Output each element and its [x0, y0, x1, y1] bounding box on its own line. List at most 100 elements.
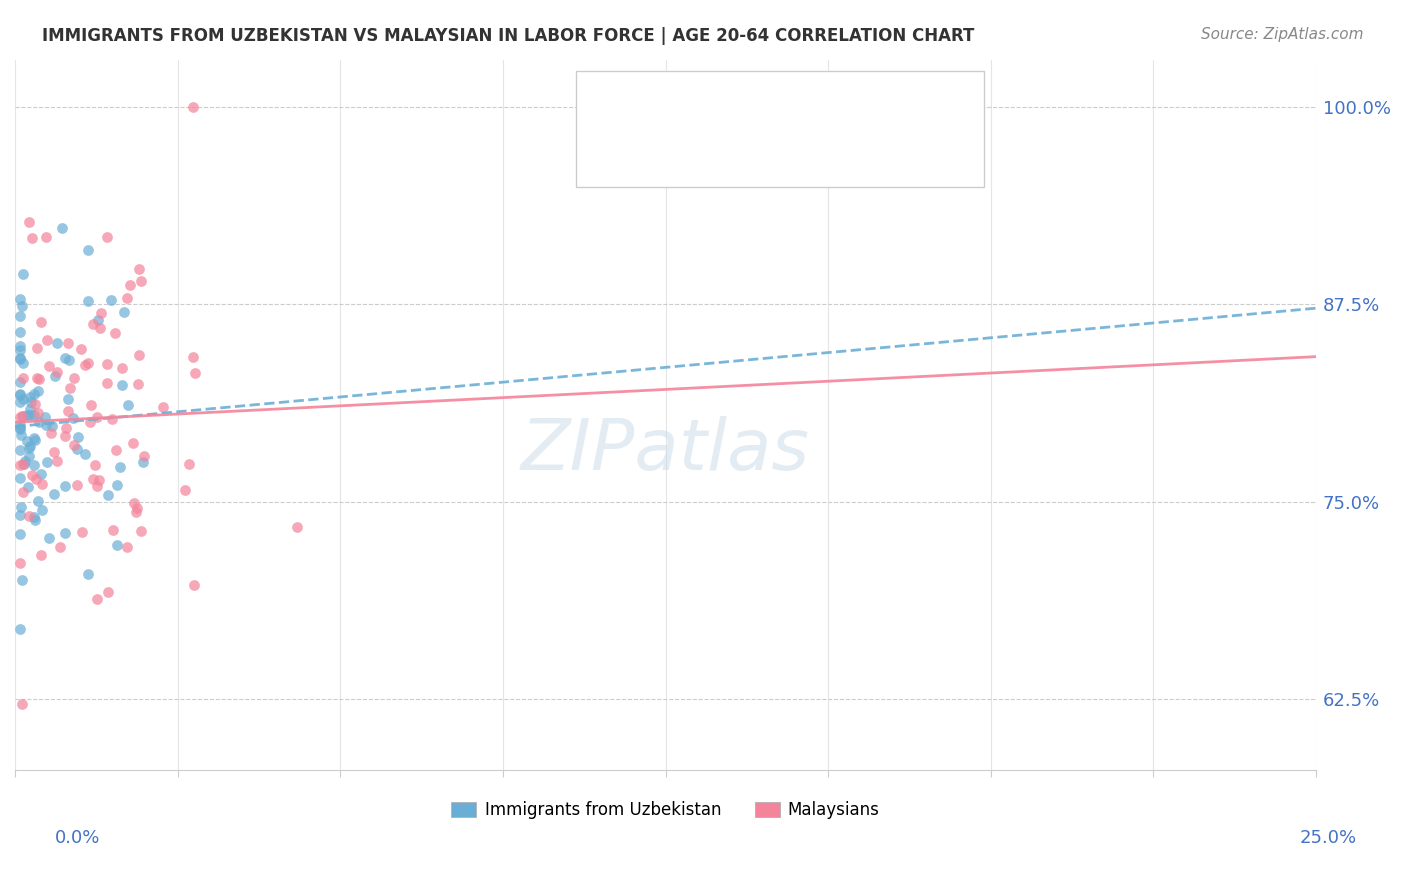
Point	[18, 408, 41, 422]
Point	[76, 356, 98, 370]
Point	[127, 377, 149, 392]
Point	[8, 375, 31, 389]
Point	[183, 578, 205, 592]
Point	[104, 326, 127, 340]
Point	[53, 479, 76, 493]
Point	[24, 397, 46, 411]
Point	[30, 315, 52, 329]
Point	[15, 409, 38, 423]
Point	[66, 430, 89, 444]
Point	[101, 523, 124, 537]
Point	[129, 274, 152, 288]
Point	[39, 425, 62, 440]
Point	[8, 442, 31, 457]
Point	[49, 541, 72, 555]
Point	[8, 339, 31, 353]
Text: 25.0%: 25.0%	[1301, 829, 1357, 847]
Point	[62, 411, 84, 425]
Point	[28, 372, 51, 386]
Point	[25, 472, 48, 486]
Point	[84, 458, 107, 472]
Point	[11, 573, 34, 587]
Point	[35, 417, 58, 432]
Point	[35, 455, 58, 469]
Point	[128, 348, 150, 362]
Point	[17, 479, 39, 493]
Point	[24, 408, 46, 422]
Point	[105, 477, 128, 491]
Point	[285, 520, 308, 534]
Point	[38, 359, 60, 373]
Point	[8, 343, 31, 358]
Point	[45, 365, 67, 379]
Text: IMMIGRANTS FROM UZBEKISTAN VS MALAYSIAN IN LABOR FORCE | AGE 20-64 CORRELATION C: IMMIGRANTS FROM UZBEKISTAN VS MALAYSIAN …	[42, 27, 974, 45]
Text: R = -0.019   N = 82: R = -0.019 N = 82	[650, 94, 813, 112]
Point	[86, 479, 108, 493]
Point	[13, 457, 35, 471]
Point	[53, 429, 76, 443]
Point	[55, 421, 77, 435]
Point	[8, 471, 31, 485]
Point	[11, 299, 34, 313]
Legend: Immigrants from Uzbekistan, Malaysians: Immigrants from Uzbekistan, Malaysians	[444, 794, 886, 826]
Point	[118, 277, 141, 292]
Point	[129, 524, 152, 538]
Point	[79, 415, 101, 429]
Point	[125, 505, 148, 519]
Point	[96, 376, 118, 390]
Text: ZIPatlas: ZIPatlas	[522, 416, 810, 485]
Point	[22, 458, 45, 472]
Point	[62, 437, 84, 451]
Point	[75, 447, 97, 461]
Point	[177, 457, 200, 471]
Point	[8, 387, 31, 401]
Point	[77, 294, 100, 309]
Point	[11, 697, 34, 711]
Point	[22, 431, 45, 445]
Point	[111, 378, 134, 392]
Point	[22, 387, 45, 401]
Point	[115, 291, 138, 305]
Point	[18, 449, 41, 463]
Point	[184, 366, 207, 380]
Point	[132, 455, 155, 469]
Text: Source: ZipAtlas.com: Source: ZipAtlas.com	[1201, 27, 1364, 42]
Point	[51, 221, 73, 235]
Point	[97, 488, 120, 502]
Point	[80, 398, 103, 412]
Point	[8, 387, 31, 401]
Point	[174, 483, 197, 497]
Point	[38, 531, 60, 545]
Point	[117, 398, 139, 412]
Point	[89, 321, 111, 335]
Point	[96, 357, 118, 371]
Point	[70, 525, 93, 540]
Point	[53, 526, 76, 541]
Point	[100, 293, 122, 308]
Point	[58, 353, 80, 368]
Point	[20, 401, 42, 416]
Point	[105, 443, 128, 458]
Point	[41, 418, 63, 433]
Point	[132, 449, 155, 463]
Point	[8, 326, 31, 340]
Point	[69, 342, 91, 356]
Point	[24, 513, 46, 527]
Point	[14, 453, 37, 467]
Point	[63, 371, 86, 385]
Point	[66, 477, 89, 491]
Point	[13, 457, 35, 471]
Point	[87, 473, 110, 487]
Point	[42, 487, 65, 501]
Point	[8, 351, 31, 365]
Point	[66, 442, 89, 456]
Point	[181, 350, 204, 364]
Point	[8, 395, 31, 409]
Point	[122, 436, 145, 450]
Point	[27, 494, 49, 508]
Point	[128, 262, 150, 277]
Point	[20, 439, 42, 453]
Point	[25, 341, 48, 355]
Point	[27, 384, 49, 398]
Point	[56, 392, 79, 406]
